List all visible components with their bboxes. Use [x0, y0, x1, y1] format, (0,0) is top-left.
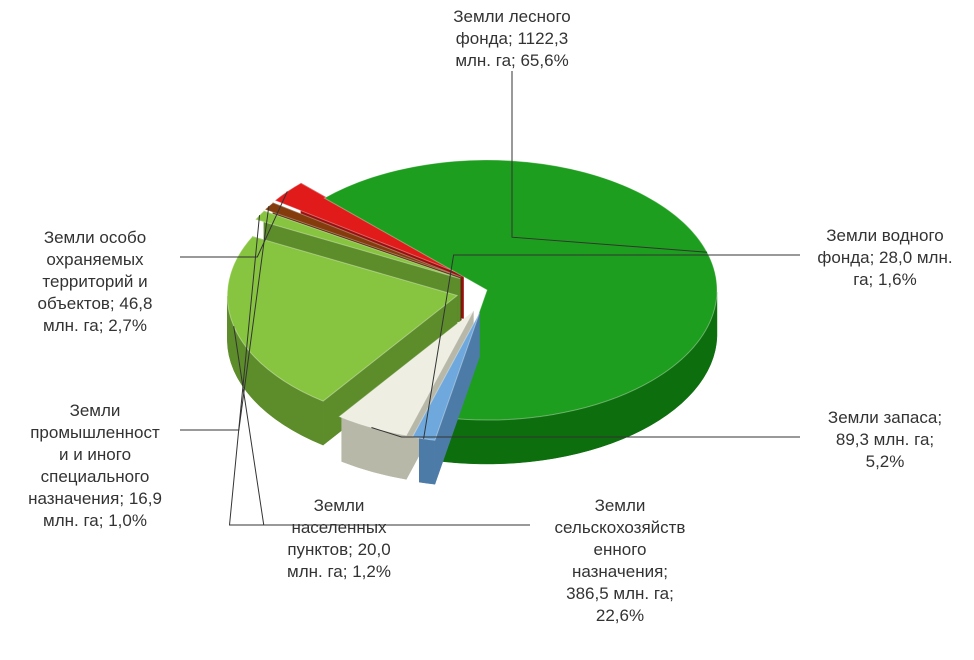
slice-label-forest: Земли лесного фонда; 1122,3 млн. га; 65,… — [412, 6, 612, 72]
slice-label-protected: Земли особо охраняемых территорий и объе… — [10, 227, 180, 337]
slice-label-agricultural: Земли сельскохозяйств енного назначения;… — [530, 495, 710, 628]
slice-label-water: Земли водного фонда; 28,0 млн. га; 1,6% — [800, 225, 970, 291]
slice-label-industrial: Земли промышленност и и иного специально… — [10, 400, 180, 533]
slice-label-settlements: Земли населенных пунктов; 20,0 млн. га; … — [264, 495, 414, 583]
slice-label-reserve: Земли запаса; 89,3 млн. га; 5,2% — [800, 407, 970, 473]
